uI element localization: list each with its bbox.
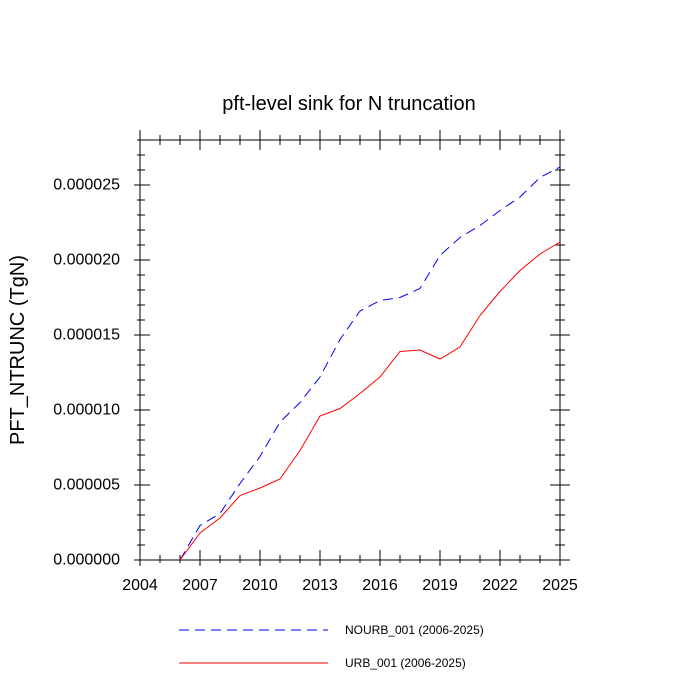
y-tick-label: 0.000025 <box>53 177 120 194</box>
chart-title: pft-level sink for N truncation <box>222 93 475 115</box>
y-tick-label: 0.000020 <box>53 252 120 269</box>
axis-ticks <box>134 130 570 566</box>
y-tick-label: 0.000005 <box>53 477 120 494</box>
x-tick-label: 2022 <box>482 577 518 594</box>
x-tick-label: 2016 <box>362 577 398 594</box>
series-lines <box>179 166 561 561</box>
series-line <box>179 241 561 561</box>
x-tick-label: 2013 <box>302 577 338 594</box>
y-tick-label: 0.000000 <box>53 552 120 569</box>
x-tick-label: 2007 <box>182 577 218 594</box>
x-tick-label: 2025 <box>542 577 578 594</box>
legend-label: NOURB_001 (2006-2025) <box>345 623 484 637</box>
plot-frame <box>139 139 561 561</box>
legend: NOURB_001 (2006-2025) URB_001 (2006-2025) <box>179 623 484 670</box>
x-tick-label: 2004 <box>122 577 158 594</box>
axis-tick-labels: 2004 2007 2010 2013 2016 2019 2022 2025 0.000000… <box>53 177 578 595</box>
x-tick-label: 2019 <box>422 577 458 594</box>
y-tick-label: 0.000015 <box>53 327 120 344</box>
y-axis-label: PFT_NTRUNC (TgN) <box>7 255 29 445</box>
legend-label: URB_001 (2006-2025) <box>345 656 466 670</box>
series-line <box>179 166 561 561</box>
y-tick-label: 0.000010 <box>53 402 120 419</box>
plot-area: 2004 2007 2010 2013 2016 2019 2022 2025 0.000000… <box>53 130 578 594</box>
x-tick-label: 2010 <box>242 577 278 594</box>
